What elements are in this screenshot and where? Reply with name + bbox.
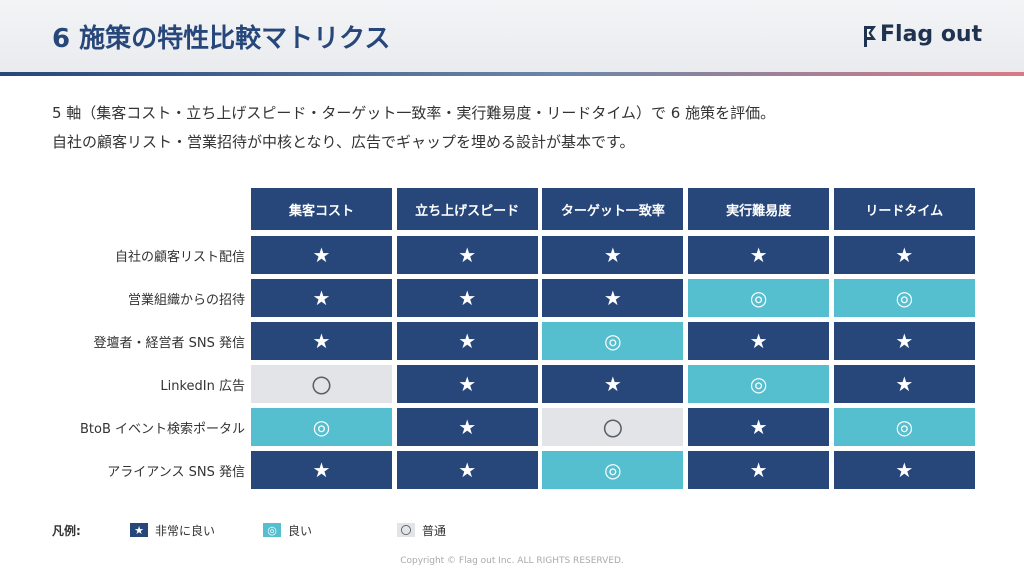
rating-cell: ★	[396, 236, 538, 274]
rating-cell: ◎	[833, 408, 975, 446]
row-label: 登壇者・経営者 SNS 発信	[93, 335, 246, 351]
legend-label: 普通	[422, 524, 447, 538]
rating-cell: ★	[688, 236, 830, 274]
header-rule	[0, 72, 1024, 76]
rating-cell: ◎	[833, 279, 975, 317]
rating-cell: ◎	[688, 365, 830, 403]
column-header: 実行難易度	[688, 188, 830, 230]
legend-title: 凡例:	[52, 524, 81, 538]
logo: Flag out	[880, 22, 983, 47]
rating-cell: ★	[396, 279, 538, 317]
legend-label: 非常に良い	[155, 524, 216, 538]
rating-cell: ◎	[251, 408, 392, 446]
rating-cell: ★	[542, 279, 684, 317]
title: 6 施策の特性比較マトリクス	[52, 24, 391, 54]
column-header: 集客コスト	[251, 188, 392, 230]
rating-cell: ★	[251, 322, 392, 360]
rating-cell: ★	[396, 408, 538, 446]
rating-cell: ★	[396, 365, 538, 403]
row-label: LinkedIn 広告	[160, 378, 245, 394]
logo-icon	[864, 26, 876, 47]
legend-swatch: ★	[130, 523, 148, 537]
rating-cell: 〇	[542, 408, 684, 446]
legend-label: 良い	[288, 524, 313, 538]
description: 自社の顧客リスト・営業招待が中核となり、広告でギャップを埋める設計が基本です。	[52, 133, 635, 151]
rating-cell: ◎	[542, 322, 684, 360]
rating-cell: ◎	[688, 279, 830, 317]
row-label: 営業組織からの招待	[127, 292, 245, 308]
footer: Copyright © Flag out Inc. ALL RIGHTS RES…	[400, 556, 624, 566]
rating-cell: ★	[833, 365, 975, 403]
rating-cell: ◎	[542, 451, 684, 489]
legend-swatch: 〇	[397, 523, 415, 537]
rating-cell: ★	[688, 408, 830, 446]
rating-cell: ★	[833, 451, 975, 489]
rating-cell: ★	[688, 322, 830, 360]
rating-cell: ★	[251, 451, 392, 489]
rating-cell: ★	[251, 279, 392, 317]
description: 5 軸（集客コスト・立ち上げスピード・ターゲット一致率・実行難易度・リードタイム…	[52, 104, 776, 122]
rating-cell: ★	[542, 236, 684, 274]
column-header: 立ち上げスピード	[396, 188, 538, 230]
column-header: ターゲット一致率	[542, 188, 684, 230]
rating-cell: ★	[833, 322, 975, 360]
rating-cell: ★	[396, 451, 538, 489]
rating-cell: ★	[833, 236, 975, 274]
rating-cell: ★	[542, 365, 684, 403]
column-header: リードタイム	[833, 188, 975, 230]
row-label: 自社の顧客リスト配信	[114, 249, 245, 265]
legend-swatch: ◎	[263, 523, 281, 537]
row-label: BtoB イベント検索ポータル	[79, 421, 245, 437]
rating-cell: ★	[688, 451, 830, 489]
rating-cell: ★	[251, 236, 392, 274]
rating-cell: ★	[396, 322, 538, 360]
rating-cell: 〇	[251, 365, 392, 403]
header-band	[0, 0, 1024, 72]
row-label: アライアンス SNS 発信	[107, 464, 245, 480]
